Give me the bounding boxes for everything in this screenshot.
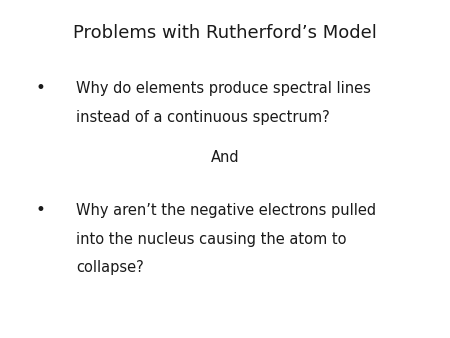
Text: instead of a continuous spectrum?: instead of a continuous spectrum? bbox=[76, 110, 330, 125]
Text: •: • bbox=[36, 201, 45, 219]
Text: Why do elements produce spectral lines: Why do elements produce spectral lines bbox=[76, 81, 371, 96]
Text: Why aren’t the negative electrons pulled: Why aren’t the negative electrons pulled bbox=[76, 203, 377, 218]
Text: •: • bbox=[36, 79, 45, 97]
Text: into the nucleus causing the atom to: into the nucleus causing the atom to bbox=[76, 232, 347, 246]
Text: And: And bbox=[211, 150, 239, 165]
Text: Problems with Rutherford’s Model: Problems with Rutherford’s Model bbox=[73, 24, 377, 42]
Text: collapse?: collapse? bbox=[76, 260, 144, 275]
